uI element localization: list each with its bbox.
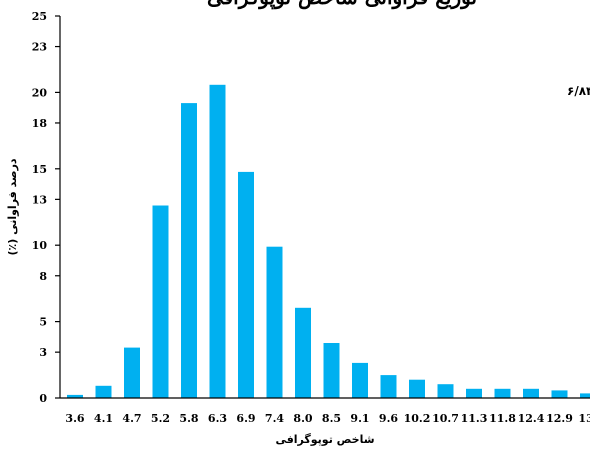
y-axis-ticks: 0 3 5 8 10 13 15 18 20 23 25 — [32, 10, 60, 405]
x-tick-label: 8.0 — [293, 412, 312, 425]
bar-8.5 — [323, 343, 340, 398]
x-axis-ticks: 3.6 4.1 4.7 5.2 5.8 6.3 6.9 7.4 8.0 8.5 9.1 9.6 10.2… — [65, 412, 590, 425]
bar-11.8 — [494, 388, 511, 398]
x-tick-label: 11.8 — [489, 412, 516, 425]
chart-title: توزیع فراوانی شاخص توپوگرافی — [207, 0, 478, 10]
y-tick-label: 13 — [32, 193, 47, 206]
x-tick-label: 11.3 — [461, 412, 488, 425]
bar-9.1 — [352, 362, 368, 398]
x-tick-label: 4.7 — [122, 412, 141, 425]
x-tick-label: 6.3 — [208, 412, 227, 425]
y-tick-label: 20 — [32, 86, 48, 99]
bar-10.2 — [409, 379, 425, 398]
y-tick-label: 8 — [39, 270, 47, 283]
bar-12.9 — [551, 390, 568, 398]
x-tick-label: 10.2 — [404, 412, 431, 425]
bar-11.3 — [466, 388, 482, 398]
bar-5.8 — [181, 103, 197, 398]
x-tick-label: 9.6 — [379, 412, 398, 425]
bar-7.4 — [266, 246, 283, 398]
y-tick-label: 3 — [39, 346, 47, 359]
bar-8.0 — [295, 307, 311, 398]
y-tick-label: 10 — [32, 239, 48, 252]
y-tick-label: 23 — [32, 41, 47, 54]
y-tick-label: 0 — [39, 392, 47, 405]
bar-6.3 — [209, 84, 226, 399]
bar-5.2 — [152, 205, 169, 398]
x-tick-label: 10.7 — [432, 412, 459, 425]
x-tick-label: 13. — [578, 412, 590, 425]
y-tick-label: 18 — [32, 117, 48, 130]
y-tick-label: 15 — [32, 163, 47, 176]
x-tick-label: 7.4 — [265, 412, 284, 425]
bar-9.6 — [380, 375, 397, 398]
bar-6.9 — [238, 171, 254, 398]
x-tick-label: 12.9 — [546, 412, 573, 425]
x-tick-label: 3.6 — [65, 412, 84, 425]
x-tick-label: 5.8 — [179, 412, 198, 425]
x-tick-label: 9.1 — [350, 412, 369, 425]
x-tick-label: 6.9 — [236, 412, 255, 425]
y-axis-title: درصد فراوانی (٪) — [6, 158, 19, 255]
x-tick-label: 5.2 — [151, 412, 170, 425]
y-tick-label: 5 — [39, 316, 47, 329]
x-axis-title: شاخص توپوگرافی — [275, 433, 374, 446]
x-tick-label: 8.5 — [322, 412, 341, 425]
bar-12.4 — [523, 388, 539, 398]
mean-annotation: متوسط شاخص توپوگرافی = ۶/۸۳ — [567, 84, 590, 99]
x-tick-label: 12.4 — [518, 412, 545, 425]
bars-group — [67, 84, 590, 399]
x-tick-label: 4.1 — [94, 412, 113, 425]
bar-13. — [580, 393, 590, 398]
bar-4.1 — [95, 385, 112, 398]
bar-3.6 — [67, 394, 83, 398]
bar-10.7 — [437, 384, 454, 398]
bar-4.7 — [124, 347, 140, 398]
y-tick-label: 25 — [32, 10, 47, 23]
